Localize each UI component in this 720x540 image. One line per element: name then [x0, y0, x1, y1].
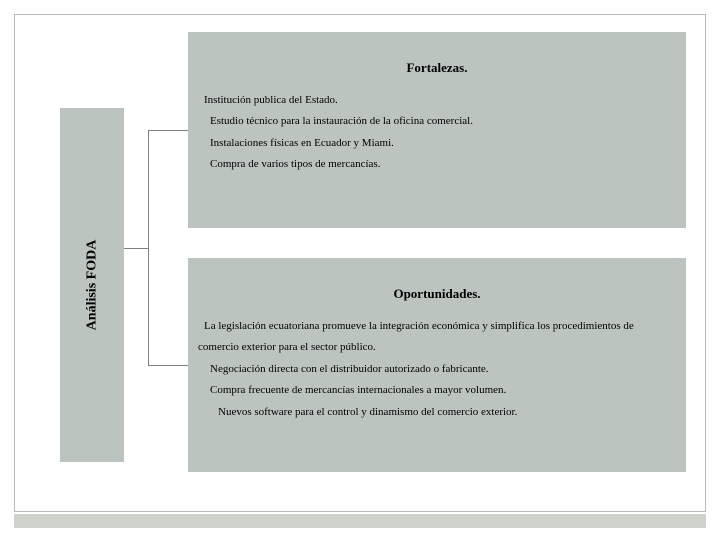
connector-to-oportunidades [148, 365, 188, 366]
oportunidades-panel: Oportunidades. La legislación ecuatorian… [188, 258, 686, 472]
oportunidades-title: Oportunidades. [198, 286, 676, 302]
bottom-decorative-strip [14, 514, 706, 528]
sidebar-foda-label: Análisis FODA [84, 240, 100, 331]
connector-vertical [148, 130, 149, 366]
sidebar-foda-box: Análisis FODA [60, 108, 124, 462]
oportunidades-line: La legislación ecuatoriana promueve la i… [198, 316, 676, 337]
oportunidades-line: Compra frecuente de mercancías internaci… [198, 380, 676, 401]
fortalezas-item: Instalaciones físicas en Ecuador y Miami… [198, 133, 676, 154]
oportunidades-line: comercio exterior para el sector público… [198, 337, 676, 358]
fortalezas-item: Compra de varios tipos de mercancías. [198, 154, 676, 175]
fortalezas-panel: Fortalezas. Institución publica del Esta… [188, 32, 686, 228]
fortalezas-item: Estudio técnico para la instauración de … [198, 111, 676, 132]
connector-sidebar-link [124, 248, 148, 249]
oportunidades-line: Nuevos software para el control y dinami… [198, 402, 676, 423]
fortalezas-item: Institución publica del Estado. [198, 90, 676, 111]
oportunidades-line: Negociación directa con el distribuidor … [198, 359, 676, 380]
connector-to-fortalezas [148, 130, 188, 131]
fortalezas-title: Fortalezas. [198, 60, 676, 76]
